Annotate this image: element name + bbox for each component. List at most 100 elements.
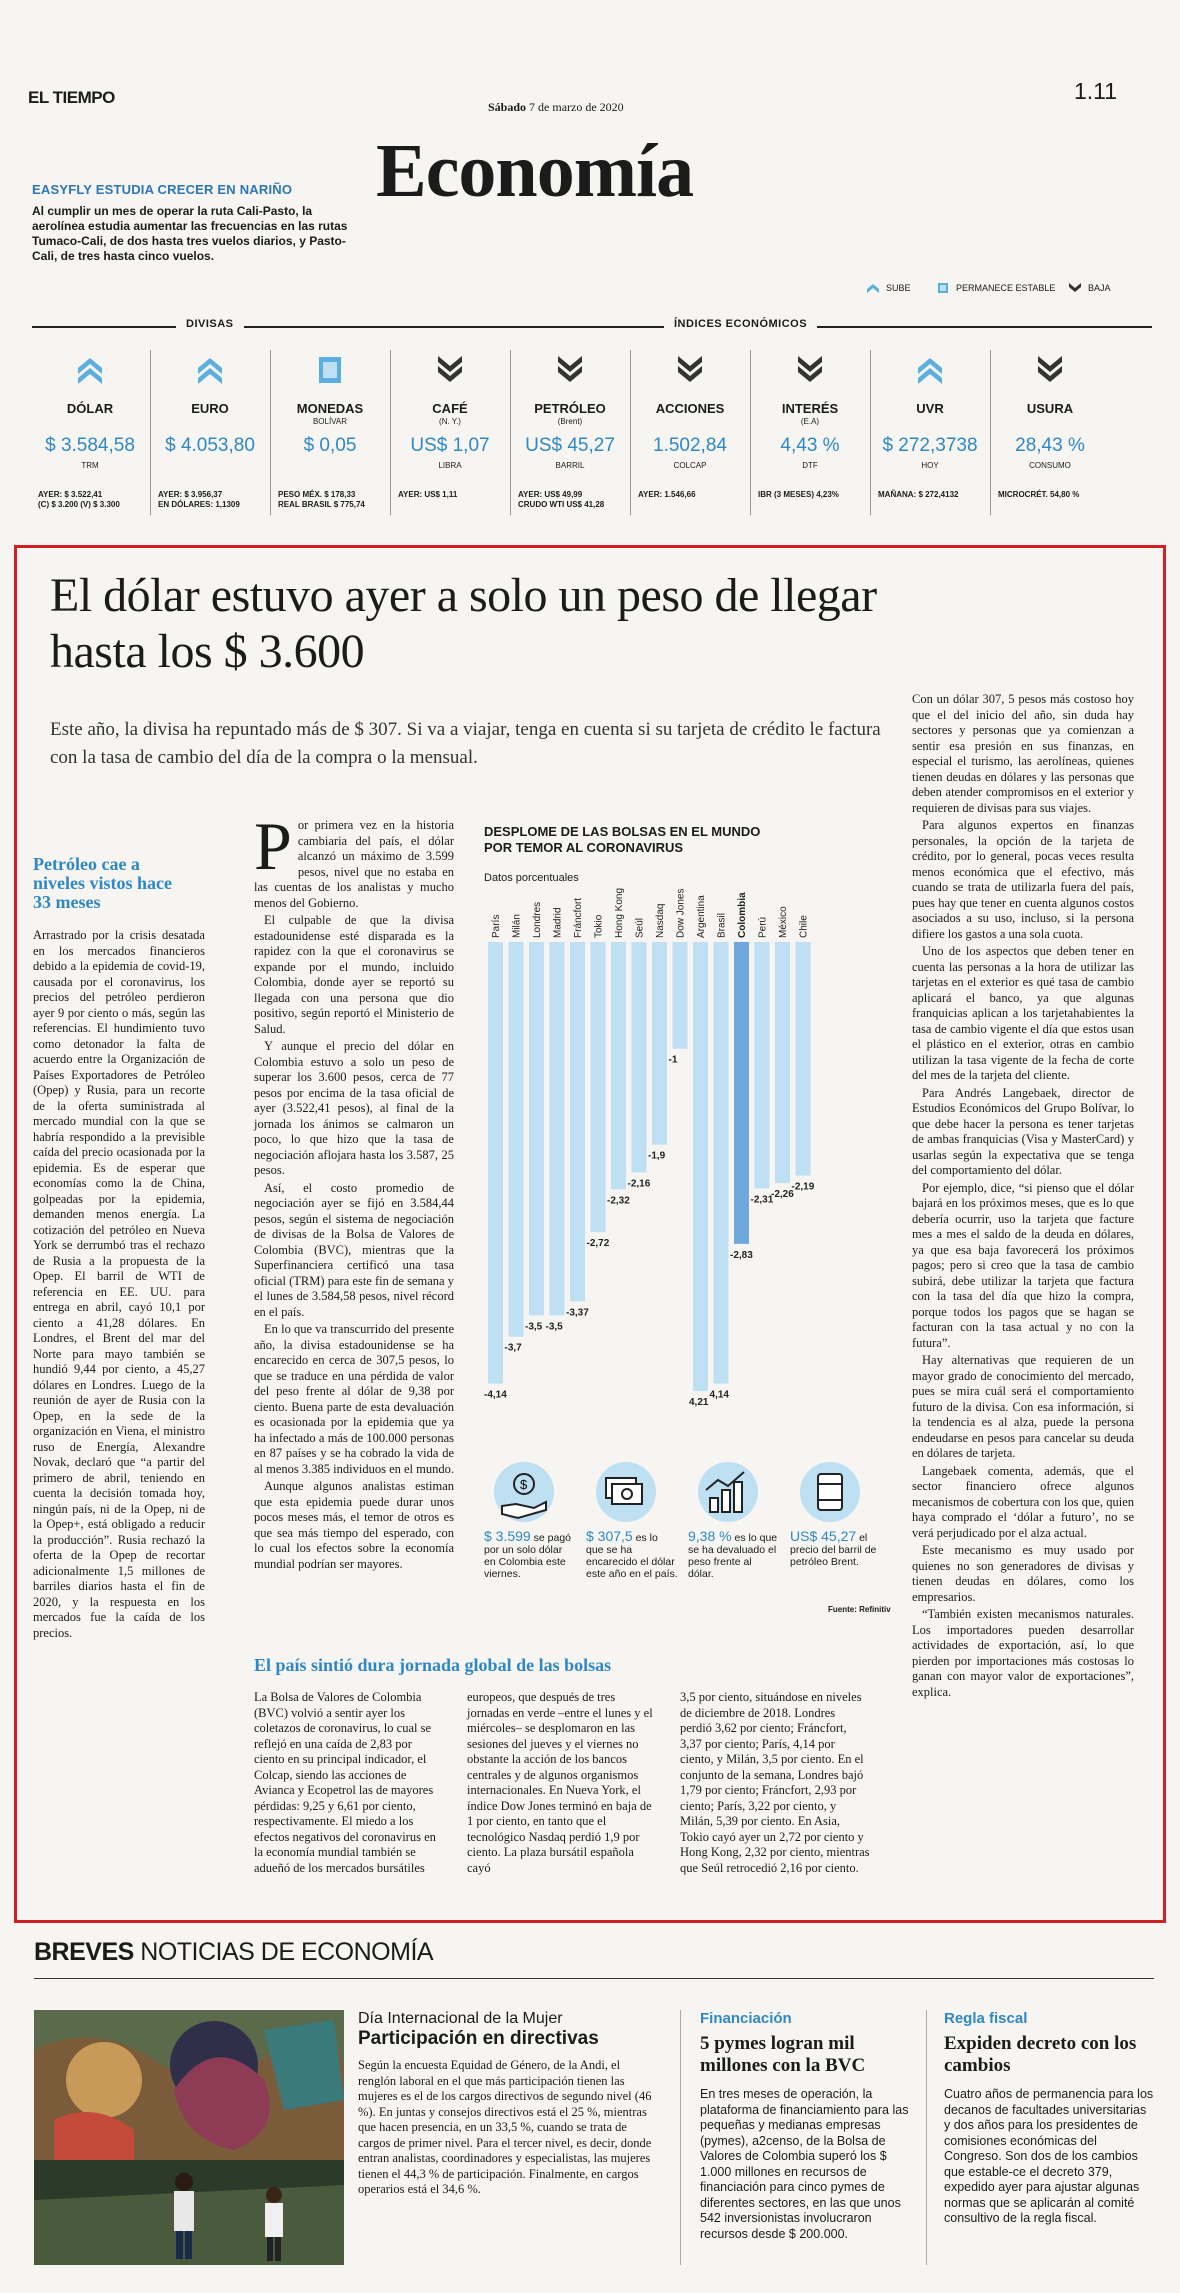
breve-1-headline: Participación en directivas — [358, 2028, 599, 2049]
indicator-3: CAFÉ (N. Y.) US$ 1,07 LIBRA AYER: US$ 1,11 — [390, 350, 510, 520]
newspaper-brand: EL TIEMPO — [28, 88, 115, 107]
indicator-unit: HOY — [921, 461, 939, 470]
indicator-unit: BARRIL — [555, 461, 585, 470]
indicator-value: $ 3.584,58 — [45, 435, 135, 456]
indicator-sub: (N. Y.) — [439, 417, 461, 426]
indicator-name: INTERÉS — [781, 401, 839, 416]
bar-brasil — [713, 942, 729, 1384]
breves-rule — [34, 1978, 1154, 1979]
bottom-column-2: europeos, que después de tres jornadas e… — [467, 1690, 653, 1875]
indicator-foot: MICROCRÉT. 54,80 % — [998, 490, 1079, 500]
indicator-value: US$ 45,27 — [525, 435, 615, 456]
bottom-title: El país sintió dura jornada global de la… — [254, 1655, 612, 1675]
drop-cap: P — [254, 808, 292, 884]
indicator-separator — [870, 350, 871, 515]
value-label: -3,37 — [566, 1307, 589, 1318]
indicator-1: EURO $ 4.053,80 AYER: $ 3.956,37 EN DÓLARES… — [150, 350, 270, 520]
bar-fráncfort — [570, 942, 585, 1302]
indicator-7: UVR $ 272,3738 HOY MAÑANA: $ 272,4132 — [870, 350, 990, 520]
hand-coin-icon: $ — [494, 1462, 554, 1522]
trend-up-icon — [78, 358, 102, 384]
stable-square-icon — [938, 283, 948, 293]
indicator-sub: (Brent) — [557, 417, 583, 426]
article-dek: Este año, la divisa ha repuntado más de … — [50, 719, 881, 768]
indicator-separator — [390, 350, 391, 515]
indicator-foot: AYER: US$ 49,99 CRUDO WTI US$ 41,28 — [518, 490, 604, 510]
trend-down-icon — [1038, 356, 1062, 382]
issue-date-text: 7 de marzo de 2020 — [529, 100, 624, 114]
indicator-separator — [510, 350, 511, 515]
indicator-2: MONEDAS BOLÍVAR $ 0,05 PESO MÉX. $ 178,33 RE… — [270, 350, 390, 520]
indicator-foot: AYER: $ 3.522,41 (C) $ 3.200 (V) $ 3.300 — [38, 490, 120, 510]
chart-title: DESPLOME DE LAS BOLSAS EN EL MUNDO POR T… — [484, 824, 761, 855]
trend-down-icon — [438, 356, 462, 382]
indicator-4: PETRÓLEO (Brent) US$ 45,27 BARRIL AYER: US$ … — [510, 350, 630, 520]
breve-3-text: Cuatro años de permanencia para los deca… — [944, 2087, 1154, 2225]
breve-3-kicker: Regla fiscal — [944, 2010, 1028, 2027]
indicator-unit: CONSUMO — [1029, 461, 1071, 470]
legend-down-label: BAJA — [1088, 283, 1111, 293]
indicator-unit: COLCAP — [673, 461, 707, 470]
bottom-column-1: La Bolsa de Valores de Colombia (BVC) vo… — [254, 1690, 436, 1875]
value-label: -2,83 — [730, 1250, 753, 1261]
article-main-paragraphs: El culpable de que la divisa estadounide… — [254, 913, 454, 1572]
indicator-foot-1: PESO MÉX. $ 178,33 — [278, 490, 356, 499]
indicator-foot-2: REAL BRASIL $ 775,74 — [278, 500, 365, 509]
bar-colombia — [734, 942, 749, 1244]
breve-2-headline: 5 pymes logran mil millones con la BVC — [700, 2033, 866, 2076]
bar-parís — [488, 942, 503, 1384]
right-paragraph: Hay alternativas que requieren de un may… — [912, 1353, 1134, 1460]
bar-chile — [795, 942, 811, 1176]
legend-stable: PERMANECE ESTABLE — [936, 282, 1055, 294]
breve-2: Financiación 5 pymes logran mil millones… — [700, 2010, 910, 2242]
breves-divider-2 — [926, 2010, 927, 2265]
stat-figure-1 — [586, 1460, 676, 1529]
category-label: Dow Jones — [676, 889, 687, 938]
stat-text-3: US$ 45,27 el precio del barril de petról… — [790, 1529, 882, 1568]
bar-londres — [529, 942, 544, 1316]
right-paragraph: Uno de los aspectos que deben tener en c… — [912, 944, 1134, 1082]
indicator-name: USURA — [1026, 401, 1074, 416]
category-label: Perú — [758, 917, 769, 938]
breve-3: Regla fiscal Expiden decreto con los cam… — [944, 2010, 1154, 2227]
bar-dow-jones — [672, 942, 688, 1049]
category-label: París — [491, 915, 502, 938]
value-label: -2,19 — [792, 1182, 815, 1193]
trend-up-icon — [198, 358, 222, 384]
indicator-separator — [630, 350, 631, 515]
bar-nasdaq — [652, 942, 667, 1145]
article-frame — [14, 545, 1166, 1923]
up-chevron-icon — [867, 284, 879, 293]
issue-weekday: Sábado — [488, 100, 527, 114]
indicator-unit: LIBRA — [438, 461, 462, 470]
indicator-foot-1: AYER: 1.546,66 — [638, 490, 696, 499]
trend-down-icon — [558, 356, 582, 382]
right-paragraph: “También existen mecanismos naturales. L… — [912, 1607, 1134, 1699]
indicator-5: ACCIONES 1.502,84 COLCAP AYER: 1.546,66 — [630, 350, 750, 520]
indicator-name: ACCIONES — [655, 401, 725, 416]
right-paragraph: Con un dólar 307, 5 pesos más costoso ho… — [912, 692, 1134, 815]
breves-label-bold: BREVES — [34, 1938, 134, 1966]
bar-tokio — [590, 942, 606, 1233]
indicator-foot-1: MAÑANA: $ 272,4132 — [878, 490, 959, 499]
indicator-foot-1: AYER: US$ 49,99 — [518, 490, 583, 499]
bar-hong-kong — [611, 942, 626, 1190]
sidebar-title: Petróleo cae a niveles vistos hace 33 me… — [33, 854, 172, 912]
oil-barrel-icon — [800, 1462, 860, 1522]
value-label: 4,21 — [689, 1397, 709, 1408]
value-label: -1 — [669, 1055, 678, 1066]
stat-value: 9,38 % — [688, 1528, 732, 1544]
value-label: -3,5 — [546, 1321, 564, 1332]
indicator-name: EURO — [191, 401, 229, 416]
band-indices: ÍNDICES ECONÓMICOS — [664, 318, 818, 330]
article-paragraph: El culpable de que la divisa estadounide… — [254, 913, 454, 1036]
indicator-unit: DTF — [802, 461, 818, 470]
indicator-foot-2: EN DÓLARES: 1,1309 — [158, 500, 240, 509]
indicator-foot-1: IBR (3 MESES) 4,23% — [758, 490, 839, 499]
indicator-foot: AYER: 1.546,66 — [638, 490, 696, 500]
indicator-sub: BOLÍVAR — [312, 417, 348, 426]
value-label: -2,26 — [771, 1189, 794, 1200]
article-right-column: Con un dólar 307, 5 pesos más costoso ho… — [912, 692, 1134, 1702]
indicator-unit: TRM — [81, 461, 99, 470]
stat-description: el precio del barril de petróleo Brent. — [790, 1532, 877, 1568]
